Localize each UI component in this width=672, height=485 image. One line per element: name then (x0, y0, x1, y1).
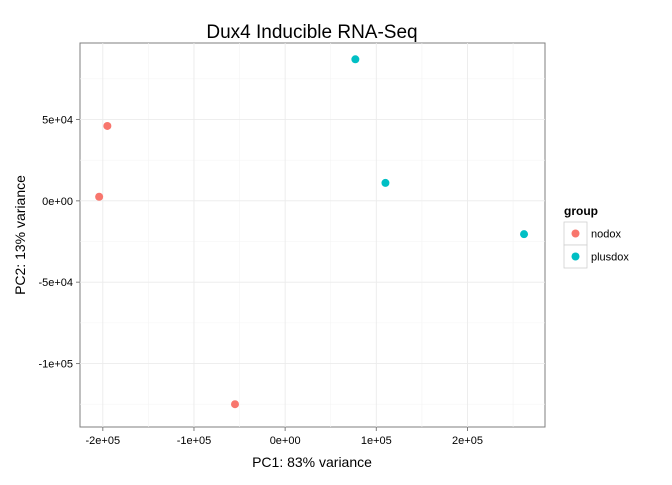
nodox-point (103, 121, 112, 130)
grid-lines (80, 43, 545, 427)
legend: group nodox plusdox (563, 204, 629, 269)
legend-label-plusdox: plusdox (591, 252, 629, 264)
legend-title: group (564, 204, 598, 218)
x-tick-label: -2e+05 (86, 435, 121, 447)
x-tick-label: -1e+05 (177, 435, 212, 447)
x-axis-label: PC1: 83% variance (252, 454, 372, 470)
y-axis-label: PC2: 13% variance (12, 175, 28, 295)
plusdox-point (351, 55, 360, 64)
y-tick-label: -1e+05 (38, 359, 73, 371)
legend-label-nodox: nodox (591, 229, 621, 241)
plusdox-point (381, 178, 390, 187)
plusdox-point (520, 230, 529, 239)
legend-key-nodox (571, 229, 580, 238)
axes: -2e+05 -1e+05 0e+00 1e+05 2e+05 -1e+05 -5e+04 0… (38, 114, 483, 447)
x-tick-label: 2e+05 (452, 435, 483, 447)
data-points (95, 55, 529, 409)
plot-panel (79, 42, 546, 428)
x-tick-label: 1e+05 (361, 435, 392, 447)
legend-key-plusdox (571, 252, 580, 261)
y-tick-label: 5e+04 (42, 114, 73, 126)
x-tick-label: 0e+00 (270, 435, 301, 447)
y-tick-label: 0e+00 (42, 196, 73, 208)
nodox-point (95, 192, 104, 201)
nodox-point (231, 400, 239, 409)
y-tick-label: -5e+04 (38, 277, 73, 289)
chart-title: Dux4 Inducible RNA-Seq (206, 22, 417, 43)
